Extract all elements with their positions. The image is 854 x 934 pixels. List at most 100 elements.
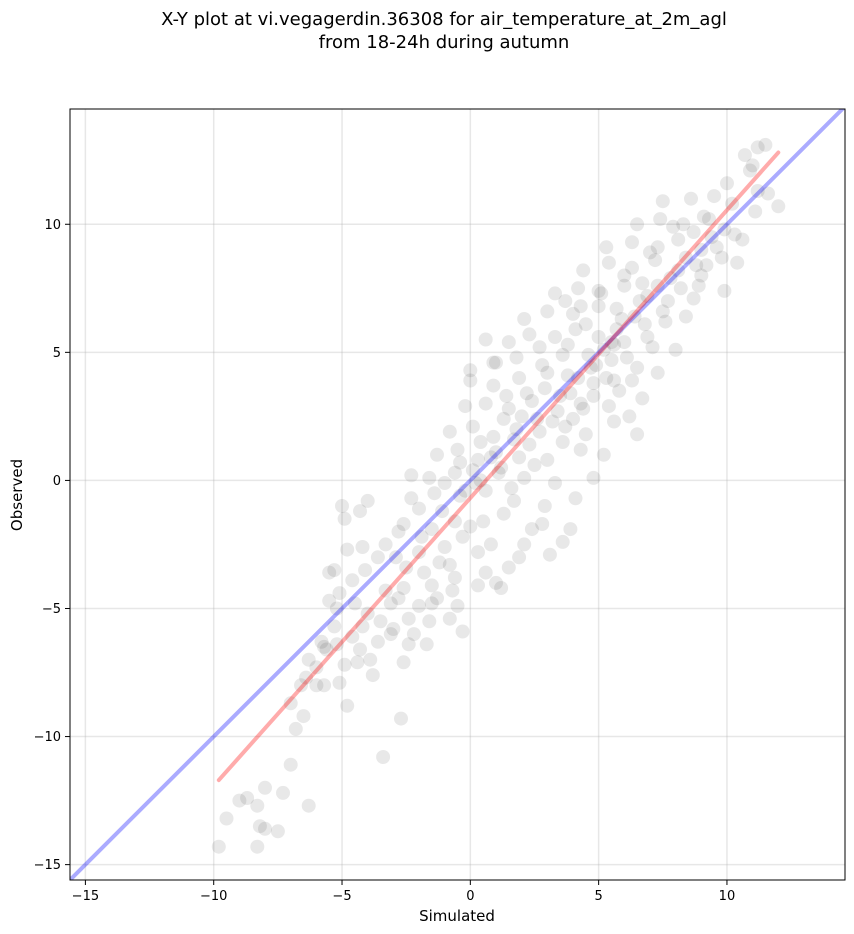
scatter-point — [540, 304, 555, 319]
x-tick-label: −5 — [332, 889, 351, 904]
scatter-point — [419, 637, 434, 652]
y-axis-ticks: −15 −10 −5 0 5 10 — [34, 218, 70, 873]
scatter-point — [566, 306, 580, 321]
scatter-point — [530, 411, 545, 426]
scatter-point — [507, 432, 521, 447]
scatter-point — [322, 593, 337, 608]
scatter-point — [465, 419, 480, 434]
scatter-point — [632, 294, 647, 309]
scatter-point — [576, 401, 591, 416]
scatter-point — [573, 396, 588, 411]
scatter-point — [283, 696, 298, 711]
scatter-point — [442, 557, 457, 572]
scatter-point — [471, 452, 485, 467]
scatter-point — [509, 350, 524, 365]
scatter-point — [591, 283, 606, 298]
scatter-point — [501, 560, 516, 575]
scatter-point — [686, 225, 701, 239]
y-tick-label: 10 — [44, 218, 61, 233]
scatter-point — [542, 547, 557, 562]
y-tick-label: 5 — [53, 346, 61, 361]
scatter-point — [630, 360, 645, 375]
scatter-point — [509, 422, 524, 437]
scatter-point — [537, 499, 552, 513]
scatter-point — [535, 517, 550, 531]
scatter-point — [383, 596, 398, 611]
scatter-point — [363, 652, 378, 667]
chart-title-line2: from 18-24h during autumn — [319, 32, 570, 53]
scatter-point — [694, 242, 709, 257]
scatter-point — [637, 317, 652, 332]
scatter-point — [478, 565, 493, 580]
y-tick-label: −10 — [34, 730, 61, 745]
scatter-point — [486, 429, 501, 444]
scatter-point — [704, 230, 719, 245]
scatter-point — [309, 660, 324, 675]
scatter-point — [596, 342, 611, 357]
scatter-point — [519, 386, 534, 401]
scatter-point — [673, 281, 688, 296]
scatter-point — [455, 529, 470, 544]
scatter-point — [337, 511, 352, 526]
scatter-point — [296, 709, 311, 724]
scatter-point — [702, 212, 716, 227]
scatter-point — [660, 294, 675, 309]
scatter-point — [555, 435, 570, 449]
scatter-point — [758, 137, 773, 152]
scatter-point — [471, 545, 485, 560]
scatter-point — [453, 488, 468, 503]
scatter-point — [430, 591, 444, 606]
y-tick-label: −15 — [34, 858, 61, 873]
scatter-point — [442, 424, 457, 439]
scatter-point — [442, 611, 457, 626]
scatter-point — [450, 598, 465, 613]
scatter-point — [594, 286, 609, 301]
scatter-point — [750, 184, 765, 198]
scatter-point — [370, 550, 385, 565]
scatter-point — [465, 463, 480, 478]
scatter-point — [668, 342, 683, 357]
scatter-point — [548, 330, 562, 344]
scatter-point — [627, 309, 642, 324]
scatter-point — [607, 337, 621, 352]
scatter-point — [514, 409, 529, 424]
x-tick-label: −15 — [72, 889, 99, 904]
scatter-point — [563, 386, 578, 401]
scatter-point — [545, 414, 560, 429]
scatter-point — [350, 655, 365, 670]
scatter-point — [650, 365, 665, 380]
scatter-point — [576, 263, 591, 278]
scatter-point — [424, 596, 439, 611]
scatter-point — [650, 278, 665, 293]
scatter-point — [591, 330, 606, 344]
scatter-point — [507, 493, 521, 508]
scatter-point — [630, 427, 645, 442]
scatter-point — [447, 570, 462, 585]
scatter-point — [435, 504, 450, 519]
scatter-point — [276, 785, 290, 800]
scatter-point — [586, 376, 601, 391]
scatter-point — [619, 350, 634, 365]
scatter-point — [586, 470, 601, 485]
scatter-point — [494, 460, 509, 475]
scatter-point — [522, 327, 537, 342]
scatter-point — [604, 353, 619, 367]
scatter-point — [568, 322, 583, 337]
scatter-point — [524, 394, 539, 408]
scatter-point — [437, 476, 452, 490]
scatter-point — [378, 537, 393, 552]
scatter-point — [489, 355, 503, 370]
scatter-point — [468, 476, 483, 490]
scatter-point — [424, 522, 439, 537]
scatter-point — [635, 391, 650, 406]
scatter-point — [417, 565, 432, 580]
scatter-point — [391, 524, 406, 539]
scatter-point — [614, 312, 629, 326]
plot-frame — [69, 108, 846, 881]
scatter-point — [486, 355, 501, 370]
scatter-point — [550, 404, 565, 419]
scatter-point — [412, 501, 426, 516]
scatter-point — [211, 839, 226, 854]
scatter-point — [250, 839, 265, 854]
scatter-point — [301, 652, 316, 667]
